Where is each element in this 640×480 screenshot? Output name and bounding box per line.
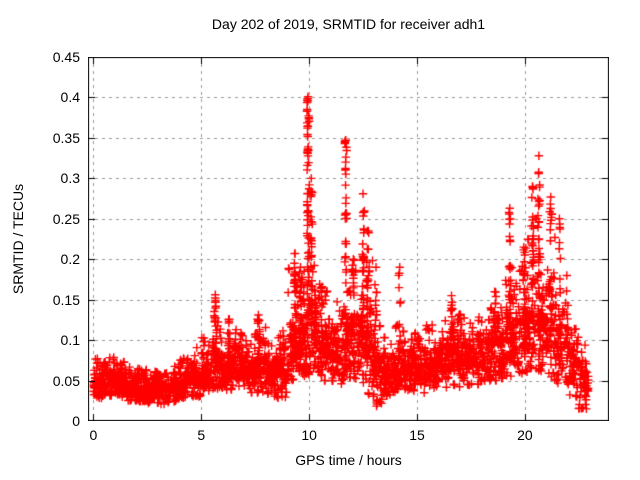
y-tick-label: 0.1	[60, 332, 80, 349]
x-axis-label: GPS time / hours	[295, 452, 402, 468]
y-tick-label: 0.25	[52, 210, 80, 227]
y-tick-label: 0.2	[60, 251, 80, 268]
y-tick-label: 0	[72, 413, 80, 429]
y-tick-label: 0.4	[60, 89, 80, 106]
y-tick-label: 0.15	[52, 291, 80, 308]
chart-title: Day 202 of 2019, SRMTID for receiver adh…	[211, 16, 486, 32]
x-tick-label: 10	[301, 427, 317, 443]
x-axis-ticks: 0 5 10 15 20	[88, 425, 609, 443]
y-axis-ticks: 0 0.05 0.1 0.15 0.2 0.25 0.3 0.35 0.4 0.45	[0, 49, 80, 429]
x-tick-label: 0	[89, 427, 98, 443]
scatter-canvas	[88, 57, 609, 421]
x-tick-label: 15	[409, 427, 425, 443]
x-tick-label: 5	[197, 427, 206, 443]
y-tick-label: 0.05	[52, 372, 80, 389]
y-tick-label: 0.3	[60, 170, 80, 187]
x-tick-label: 20	[517, 427, 533, 443]
plot-area	[88, 57, 609, 421]
y-tick-label: 0.35	[52, 129, 80, 146]
y-tick-label: 0.45	[52, 49, 80, 65]
